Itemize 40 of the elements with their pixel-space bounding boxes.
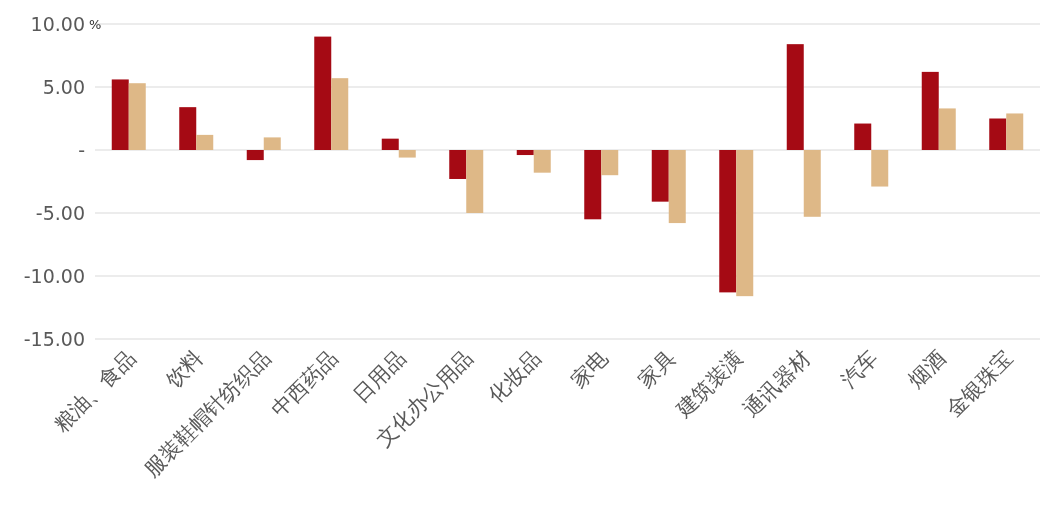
bar [516, 150, 534, 156]
bar [736, 150, 754, 297]
bar [651, 150, 669, 202]
x-tick-label: 饮料 [160, 345, 208, 393]
y-tick-label: 5.00 [42, 76, 85, 98]
bar [938, 108, 956, 150]
bar [921, 71, 939, 150]
bar [786, 44, 804, 150]
bar [449, 150, 467, 179]
bar [196, 134, 214, 150]
bar [179, 107, 197, 150]
y-tick-label: - [78, 139, 85, 161]
bar [668, 150, 686, 224]
bar [533, 150, 551, 173]
bar [1006, 113, 1024, 150]
bar [719, 150, 737, 293]
bar [466, 150, 484, 213]
bar [111, 79, 129, 150]
y-tick-label: -5.00 [35, 202, 85, 224]
bar [803, 150, 821, 217]
bar [398, 150, 416, 158]
bar [314, 36, 332, 150]
x-tick-label: 烟酒 [903, 345, 951, 393]
bar [381, 138, 399, 150]
bar [128, 83, 146, 150]
bar [989, 118, 1007, 150]
x-tick-label: 化妆品 [483, 345, 546, 408]
bar [854, 123, 872, 150]
y-tick-label: 10.00 [30, 13, 85, 35]
x-tick-label: 家电 [566, 345, 613, 393]
y-tick-label: -10.00 [23, 265, 85, 287]
bar [263, 137, 281, 150]
bar [601, 150, 619, 176]
x-tick-label: 汽车 [836, 345, 883, 393]
bar [331, 78, 349, 150]
x-tick-label: 家具 [633, 345, 681, 393]
y-axis-title: % [89, 17, 102, 32]
bar [584, 150, 602, 220]
bar [871, 150, 889, 187]
bar [246, 150, 264, 161]
